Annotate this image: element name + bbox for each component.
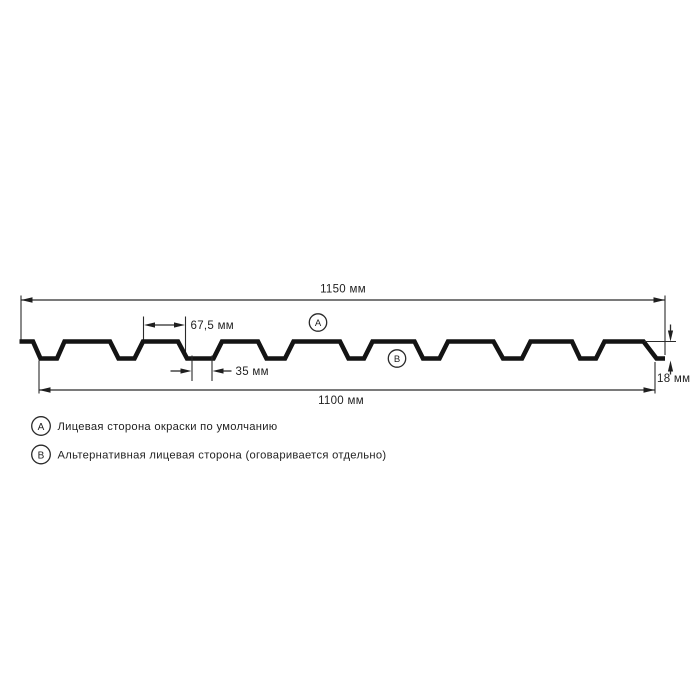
legend-b-circle — [31, 444, 51, 465]
arrowhead-right-icon — [174, 322, 185, 328]
dimension-overall-width: 1150 мм — [20, 284, 666, 355]
cover-width-label: 1100 мм — [318, 395, 364, 407]
dimension-rib-bottom: 35 мм — [170, 355, 269, 381]
arrowhead-left-icon — [39, 387, 51, 393]
legend-a-circle — [31, 416, 51, 436]
marker-a-circle — [308, 313, 328, 332]
dimension-cover-width: 1100 мм — [38, 360, 656, 407]
rib-bottom-label: 35 мм — [236, 366, 269, 378]
marker-a: A — [308, 313, 328, 332]
dimension-rib-pitch: 67,5 мм — [142, 316, 235, 354]
sheet-profile-polyline — [19, 339, 665, 361]
arrowhead-right-icon — [180, 368, 192, 374]
legend-a-label: Лицевая сторона окраски по умолчанию — [58, 421, 278, 433]
arrowhead-up-icon — [667, 360, 674, 372]
legend-a-letter: A — [38, 422, 45, 433]
arrowhead-left-icon — [212, 368, 224, 374]
marker-a-letter: A — [315, 318, 322, 329]
arrowhead-left-icon — [144, 322, 155, 328]
arrowhead-down-icon — [667, 330, 674, 342]
arrowhead-right-icon — [653, 297, 665, 303]
legend: A Лицевая сторона окраски по умолчанию B… — [31, 416, 387, 465]
marker-b-letter: B — [394, 354, 400, 365]
arrowhead-left-icon — [21, 297, 33, 303]
dimension-profile-height: 18 мм — [644, 324, 690, 385]
legend-item-a: A Лицевая сторона окраски по умолчанию — [31, 416, 278, 436]
marker-b: B — [387, 349, 407, 368]
overall-width-label: 1150 мм — [320, 284, 366, 296]
marker-b-circle — [387, 349, 407, 368]
legend-item-b: B Альтернативная лицевая сторона (оговар… — [31, 444, 387, 465]
arrowhead-right-icon — [643, 387, 655, 393]
rib-pitch-label: 67,5 мм — [191, 320, 235, 332]
legend-b-label: Альтернативная лицевая сторона (оговарив… — [58, 450, 387, 462]
legend-b-letter: B — [38, 450, 45, 461]
profile-height-label: 18 мм — [657, 373, 690, 385]
